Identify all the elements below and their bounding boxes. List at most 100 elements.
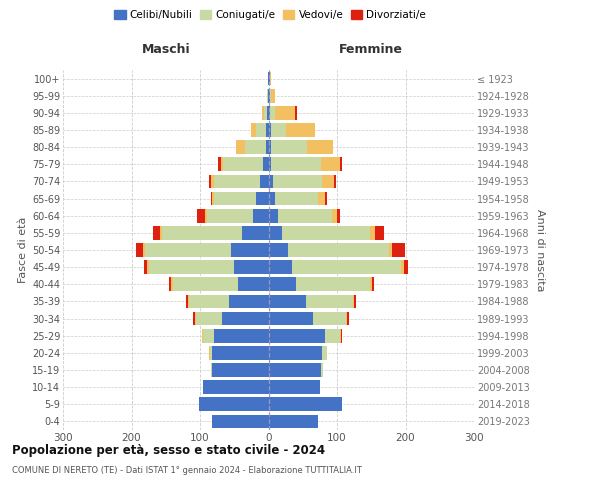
Bar <box>260 174 269 188</box>
Bar <box>268 72 269 86</box>
Bar <box>222 312 269 326</box>
Bar <box>263 158 269 171</box>
Bar <box>207 209 253 222</box>
Bar <box>271 140 307 154</box>
Bar <box>354 294 356 308</box>
Bar <box>278 209 332 222</box>
Bar <box>269 158 271 171</box>
Bar <box>188 294 189 308</box>
Bar <box>267 106 269 120</box>
Bar <box>251 123 256 137</box>
Bar <box>221 158 223 171</box>
Bar <box>268 89 269 102</box>
Text: Maschi: Maschi <box>142 44 190 57</box>
Bar <box>211 363 212 377</box>
Bar <box>271 158 320 171</box>
Bar <box>256 123 266 137</box>
Bar <box>269 106 270 120</box>
Bar <box>318 192 325 205</box>
Bar <box>272 174 322 188</box>
Bar <box>313 312 346 326</box>
Bar <box>270 106 275 120</box>
Bar <box>295 106 296 120</box>
Bar <box>199 398 269 411</box>
Bar <box>245 140 266 154</box>
Bar <box>203 380 269 394</box>
Bar <box>269 123 271 137</box>
Bar <box>189 294 229 308</box>
Bar <box>275 192 318 205</box>
Bar <box>211 174 214 188</box>
Bar <box>231 243 269 257</box>
Bar <box>262 106 265 120</box>
Bar <box>340 329 341 342</box>
Bar <box>160 226 161 239</box>
Bar <box>404 260 407 274</box>
Bar <box>269 89 270 102</box>
Bar <box>205 209 207 222</box>
Bar <box>144 260 147 274</box>
Text: Femmine: Femmine <box>339 44 403 57</box>
Bar <box>269 209 278 222</box>
Bar <box>161 226 242 239</box>
Bar <box>209 174 211 188</box>
Bar <box>153 226 160 239</box>
Bar <box>270 72 271 86</box>
Bar <box>212 192 214 205</box>
Bar <box>269 243 287 257</box>
Bar <box>269 398 343 411</box>
Bar <box>334 174 337 188</box>
Bar <box>392 243 405 257</box>
Bar <box>296 278 370 291</box>
Bar <box>269 294 306 308</box>
Bar <box>266 140 269 154</box>
Bar <box>271 89 275 102</box>
Bar <box>370 278 372 291</box>
Bar <box>269 329 325 342</box>
Bar <box>269 140 271 154</box>
Bar <box>266 123 269 137</box>
Bar <box>346 312 347 326</box>
Bar <box>275 106 295 120</box>
Bar <box>269 346 322 360</box>
Bar <box>292 260 401 274</box>
Bar <box>269 192 275 205</box>
Bar <box>171 278 173 291</box>
Bar <box>267 89 268 102</box>
Bar <box>145 243 231 257</box>
Bar <box>327 346 328 360</box>
Bar <box>211 192 212 205</box>
Bar <box>321 363 323 377</box>
Y-axis label: Fasce di età: Fasce di età <box>17 217 28 283</box>
Bar <box>332 209 337 222</box>
Bar <box>341 329 343 342</box>
Bar <box>253 209 269 222</box>
Bar <box>270 89 271 102</box>
Bar <box>143 243 145 257</box>
Bar <box>282 226 370 239</box>
Text: COMUNE DI NERETO (TE) - Dati ISTAT 1° gennaio 2024 - Elaborazione TUTTITALIA.IT: COMUNE DI NERETO (TE) - Dati ISTAT 1° ge… <box>12 466 362 475</box>
Bar <box>212 363 269 377</box>
Bar <box>269 380 320 394</box>
Bar <box>269 414 318 428</box>
Bar <box>234 260 269 274</box>
Bar <box>322 346 327 360</box>
Bar <box>196 312 222 326</box>
Bar <box>147 260 149 274</box>
Bar <box>269 226 282 239</box>
Bar <box>214 174 260 188</box>
Bar <box>307 140 333 154</box>
Bar <box>203 329 214 342</box>
Legend: Celibi/Nubili, Coniugati/e, Vedovi/e, Divorziati/e: Celibi/Nubili, Coniugati/e, Vedovi/e, Di… <box>110 6 430 25</box>
Bar <box>185 294 188 308</box>
Bar <box>372 278 374 291</box>
Bar <box>320 158 340 171</box>
Bar <box>271 123 286 137</box>
Bar <box>269 72 270 86</box>
Bar <box>214 192 256 205</box>
Bar <box>202 329 203 342</box>
Bar <box>269 260 292 274</box>
Bar <box>265 106 267 120</box>
Bar <box>287 243 389 257</box>
Bar <box>269 312 313 326</box>
